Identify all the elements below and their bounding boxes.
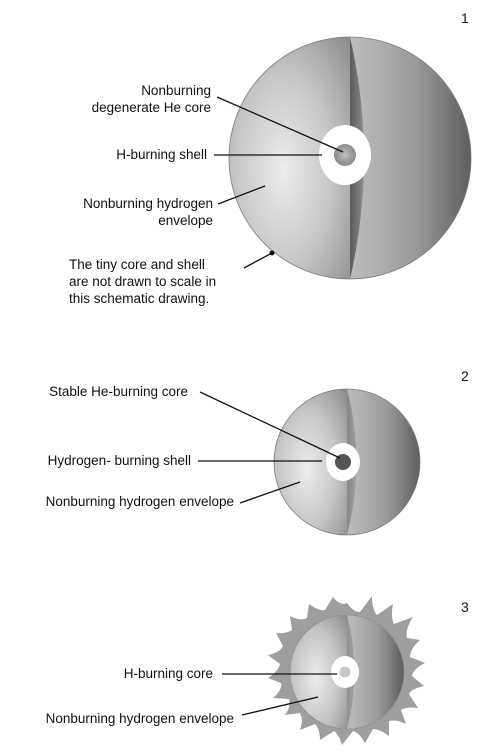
label-core-1-line2: degenerate He core: [91, 100, 211, 115]
label-envelope-1-line1: Nonburning hydrogen: [83, 196, 213, 211]
label-shell-2: Hydrogen- burning shell: [47, 453, 191, 468]
note-1-line3: this schematic drawing.: [69, 291, 210, 306]
note-1-line1: The tiny core and shell: [69, 257, 205, 272]
label-core-1: Nonburning degenerate He core: [92, 82, 211, 116]
label-shell-1: H-burning shell: [116, 147, 207, 162]
leader-core-2: [199, 391, 341, 459]
label-envelope-3: Nonburning hydrogen envelope: [45, 711, 234, 726]
label-core-1-line1: Nonburning: [141, 83, 211, 98]
label-core-2: Stable He-burning core: [49, 384, 188, 399]
leader-note-1: [243, 252, 273, 269]
h-burning-core: [339, 666, 351, 678]
label-core-3: H-burning core: [123, 666, 213, 681]
horizontal-branch-star: [273, 388, 421, 536]
panel-number-1: 1: [461, 10, 469, 26]
main-sequence-star: [268, 596, 425, 745]
note-1-line2: are not drawn to scale in: [69, 274, 217, 289]
label-envelope-2: Nonburning hydrogen envelope: [45, 494, 234, 509]
leader-envelope-2: [239, 481, 301, 504]
leader-envelope-3: [241, 696, 319, 716]
panel-number-2: 2: [461, 368, 469, 384]
leader-envelope-1: [217, 185, 266, 205]
red-giant-star: [228, 36, 472, 280]
he-core: [334, 144, 356, 166]
label-envelope-1: Nonburning hydrogen envelope: [83, 195, 213, 229]
panel-number-3: 3: [461, 599, 469, 615]
label-envelope-1-line2: envelope: [158, 213, 213, 228]
leader-core-1: [216, 96, 344, 153]
note-1: The tiny core and shell are not drawn to…: [69, 256, 216, 307]
